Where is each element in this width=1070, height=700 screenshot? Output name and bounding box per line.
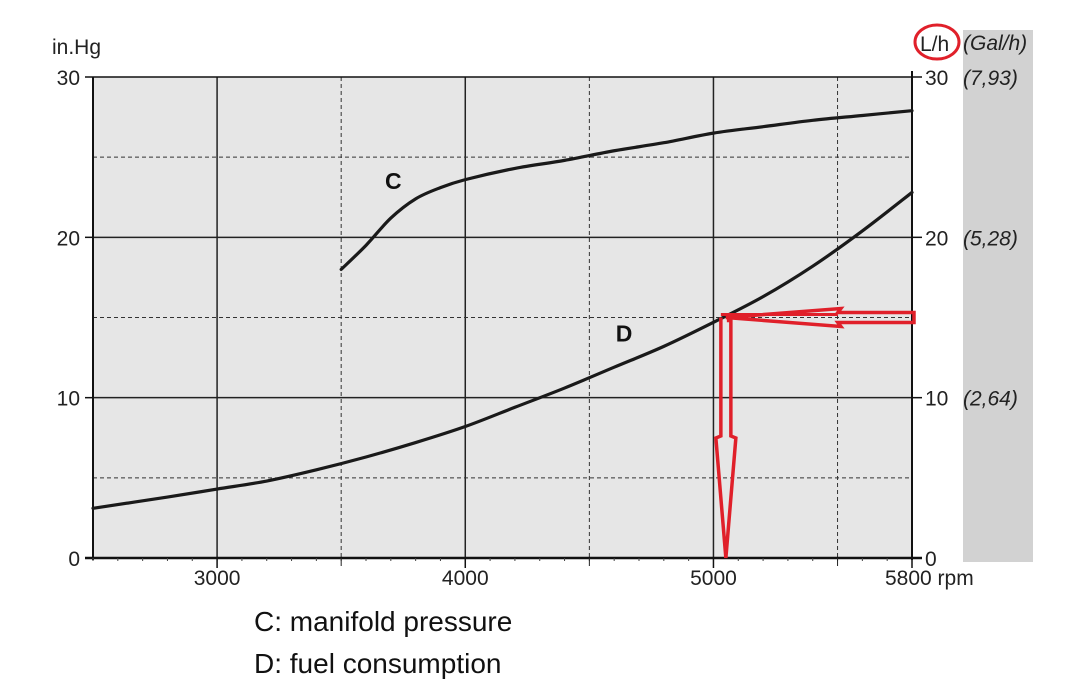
right-tick-label: 30 [925, 67, 948, 90]
axes [85, 71, 922, 568]
series-c-label: C [385, 168, 402, 194]
right-tick-label: 0 [925, 548, 937, 571]
secondary-unit-band [963, 30, 1033, 562]
x-tick-label: 5800 rpm [885, 567, 974, 590]
x-tick-label: 5000 [690, 567, 737, 590]
left-tick-label: 30 [57, 67, 80, 90]
right-tick-gal-label: (2,64) [963, 388, 1018, 411]
gridlines [93, 77, 912, 558]
left-tick-label: 10 [57, 388, 80, 411]
unit-circle-highlight [913, 23, 961, 61]
x-tick-label: 3000 [194, 567, 241, 590]
right-tick-label: 20 [925, 227, 948, 250]
left-tick-label: 20 [57, 227, 80, 250]
left-axis-unit: in.Hg [52, 36, 101, 59]
legend-d: D: fuel consumption [254, 648, 502, 679]
horizontal-arrow [725, 306, 916, 329]
annotations [714, 23, 961, 559]
series-d-label: D [616, 321, 633, 347]
right-tick-gal-label: (5,28) [963, 227, 1018, 250]
vertical-arrow [714, 317, 738, 559]
tick-labels: in.Hg L/h (Gal/h) 0 10 20 30 0 10 (2,64) 20 (5,28) 3… [52, 32, 1027, 590]
right-tick-gal-label: (7,93) [963, 67, 1018, 90]
right-axis-unit: L/h [920, 33, 949, 56]
series-c-line [339, 109, 914, 271]
curves: CD [91, 109, 914, 510]
right-tick-label: 10 [925, 388, 948, 411]
series-d-line [91, 190, 914, 510]
left-tick-label: 0 [68, 548, 80, 571]
legend-c: C: manifold pressure [254, 606, 513, 637]
right-axis-alt-unit: (Gal/h) [963, 32, 1027, 55]
x-tick-label: 4000 [442, 567, 489, 590]
